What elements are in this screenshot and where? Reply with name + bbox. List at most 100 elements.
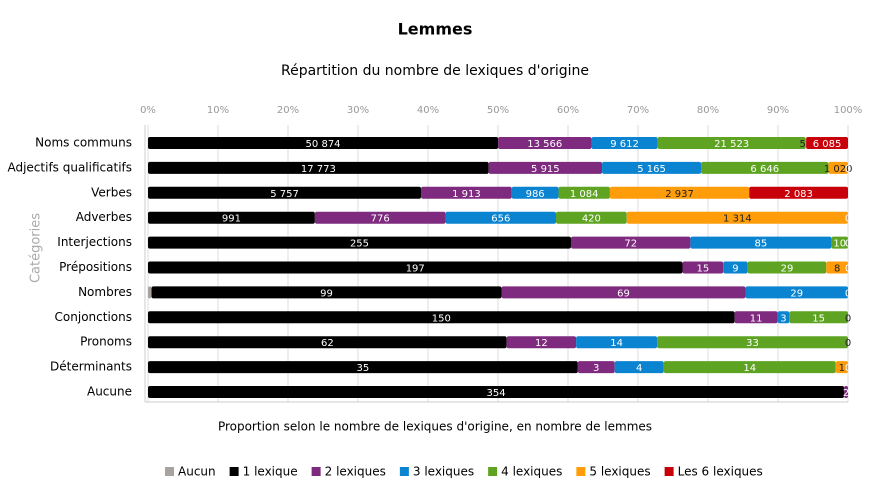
legend-label: 3 lexiques	[413, 465, 474, 479]
data-label: 15	[812, 313, 825, 324]
bar-segment	[835, 361, 848, 374]
bar-segment	[501, 286, 746, 299]
y-tick-label: Pronoms	[80, 335, 132, 349]
bar-segment	[148, 361, 578, 374]
bar-segment	[570, 236, 691, 249]
bar-segment	[777, 311, 790, 324]
bar-segment	[576, 336, 658, 349]
bar-segment	[602, 161, 702, 174]
data-label: 0	[845, 264, 851, 275]
bar-segment	[749, 186, 848, 199]
data-label: 991	[222, 214, 241, 225]
bar-segment	[488, 161, 603, 174]
y-tick-label: Nombres	[78, 285, 132, 299]
legend-label: 5 lexiques	[589, 465, 650, 479]
data-label: 150	[432, 313, 451, 324]
bar-segment	[498, 137, 592, 149]
data-label: 0	[845, 288, 851, 299]
x-tick-label: 10%	[207, 105, 229, 116]
data-label: 986	[526, 189, 545, 200]
bar-segment	[747, 261, 827, 274]
bar-segment	[690, 236, 832, 249]
data-label: 1	[839, 363, 845, 374]
chart-subtitle: Répartition du nombre de lexiques d'orig…	[281, 63, 589, 79]
bar-segment	[657, 336, 848, 349]
data-label: 0	[845, 214, 851, 225]
bar-segment	[614, 361, 664, 374]
data-label: 0	[845, 313, 851, 324]
data-label: 29	[781, 264, 794, 275]
bar-segment	[148, 386, 845, 398]
data-label: 3	[593, 363, 599, 374]
bar-segment	[657, 137, 806, 149]
data-label: 1 913	[452, 189, 481, 200]
bar-segment	[151, 286, 502, 299]
legend-swatch	[311, 467, 321, 476]
bar-segment	[701, 161, 829, 174]
data-label: 2 083	[784, 189, 813, 200]
x-tick-label: 80%	[697, 105, 719, 116]
bar-segment	[826, 261, 848, 274]
legend-swatch	[229, 467, 239, 476]
data-label: 6 646	[750, 164, 779, 175]
bar-segment	[745, 286, 848, 299]
bar-segment	[148, 261, 683, 274]
y-tick-label: Aucune	[87, 385, 132, 399]
data-label: 5 915	[531, 164, 560, 175]
bar-segment	[828, 161, 848, 174]
bar-segment	[734, 311, 778, 324]
data-label: 17 773	[301, 164, 336, 175]
bar-segment	[148, 161, 489, 174]
data-label: 0	[845, 164, 851, 175]
x-tick-label: 70%	[627, 105, 649, 116]
legend-swatch	[399, 467, 409, 476]
bar-segment	[723, 261, 748, 274]
x-tick-label: 20%	[277, 105, 299, 116]
x-tick-label: 0%	[140, 105, 156, 116]
bar-segment	[445, 211, 557, 224]
bar-segment	[556, 211, 627, 224]
bar-segment	[844, 386, 848, 398]
bar-segment	[511, 186, 559, 199]
data-label: 776	[371, 214, 390, 225]
data-label: 8	[834, 264, 840, 275]
data-label: 3	[780, 313, 786, 324]
bar-segment	[148, 311, 735, 324]
y-tick-label: Prépositions	[59, 260, 132, 274]
data-label: 2 937	[665, 189, 694, 200]
data-label: 14	[743, 363, 756, 374]
data-label: 9 612	[610, 139, 639, 150]
bar-segment	[806, 137, 848, 149]
data-label: 9	[732, 264, 738, 275]
data-label: 656	[491, 214, 510, 225]
x-tick-label: 90%	[767, 105, 789, 116]
bar-segment	[558, 186, 610, 199]
legend-label: Les 6 lexiques	[678, 465, 763, 479]
data-label: 85	[755, 239, 768, 250]
chart-title: Lemmes	[398, 20, 473, 39]
y-tick-label: Verbes	[91, 185, 132, 199]
bar-segment	[314, 211, 446, 224]
bar-segment	[148, 211, 315, 224]
bar-segment	[148, 137, 499, 149]
data-label: 15	[696, 264, 709, 275]
data-label: 1 314	[723, 214, 752, 225]
data-label: 33	[746, 338, 759, 349]
legend-swatch	[165, 467, 174, 476]
legend-swatch	[664, 467, 674, 476]
data-label: 29	[790, 288, 803, 299]
data-label: 69	[617, 288, 630, 299]
legend-swatch	[576, 467, 586, 476]
data-label: 10	[833, 239, 846, 250]
data-label: 35	[357, 363, 370, 374]
x-tick-label: 60%	[557, 105, 579, 116]
data-label: 12	[535, 338, 548, 349]
y-axis-title: Catégories	[29, 213, 44, 283]
data-label: 72	[624, 239, 637, 250]
bar-segment	[148, 186, 422, 199]
bar-segment	[682, 261, 724, 274]
data-label: 13 566	[527, 139, 562, 150]
x-axis-title: Proportion selon le nombre de lexiques d…	[218, 420, 652, 434]
legend-label: Aucun	[178, 465, 216, 479]
